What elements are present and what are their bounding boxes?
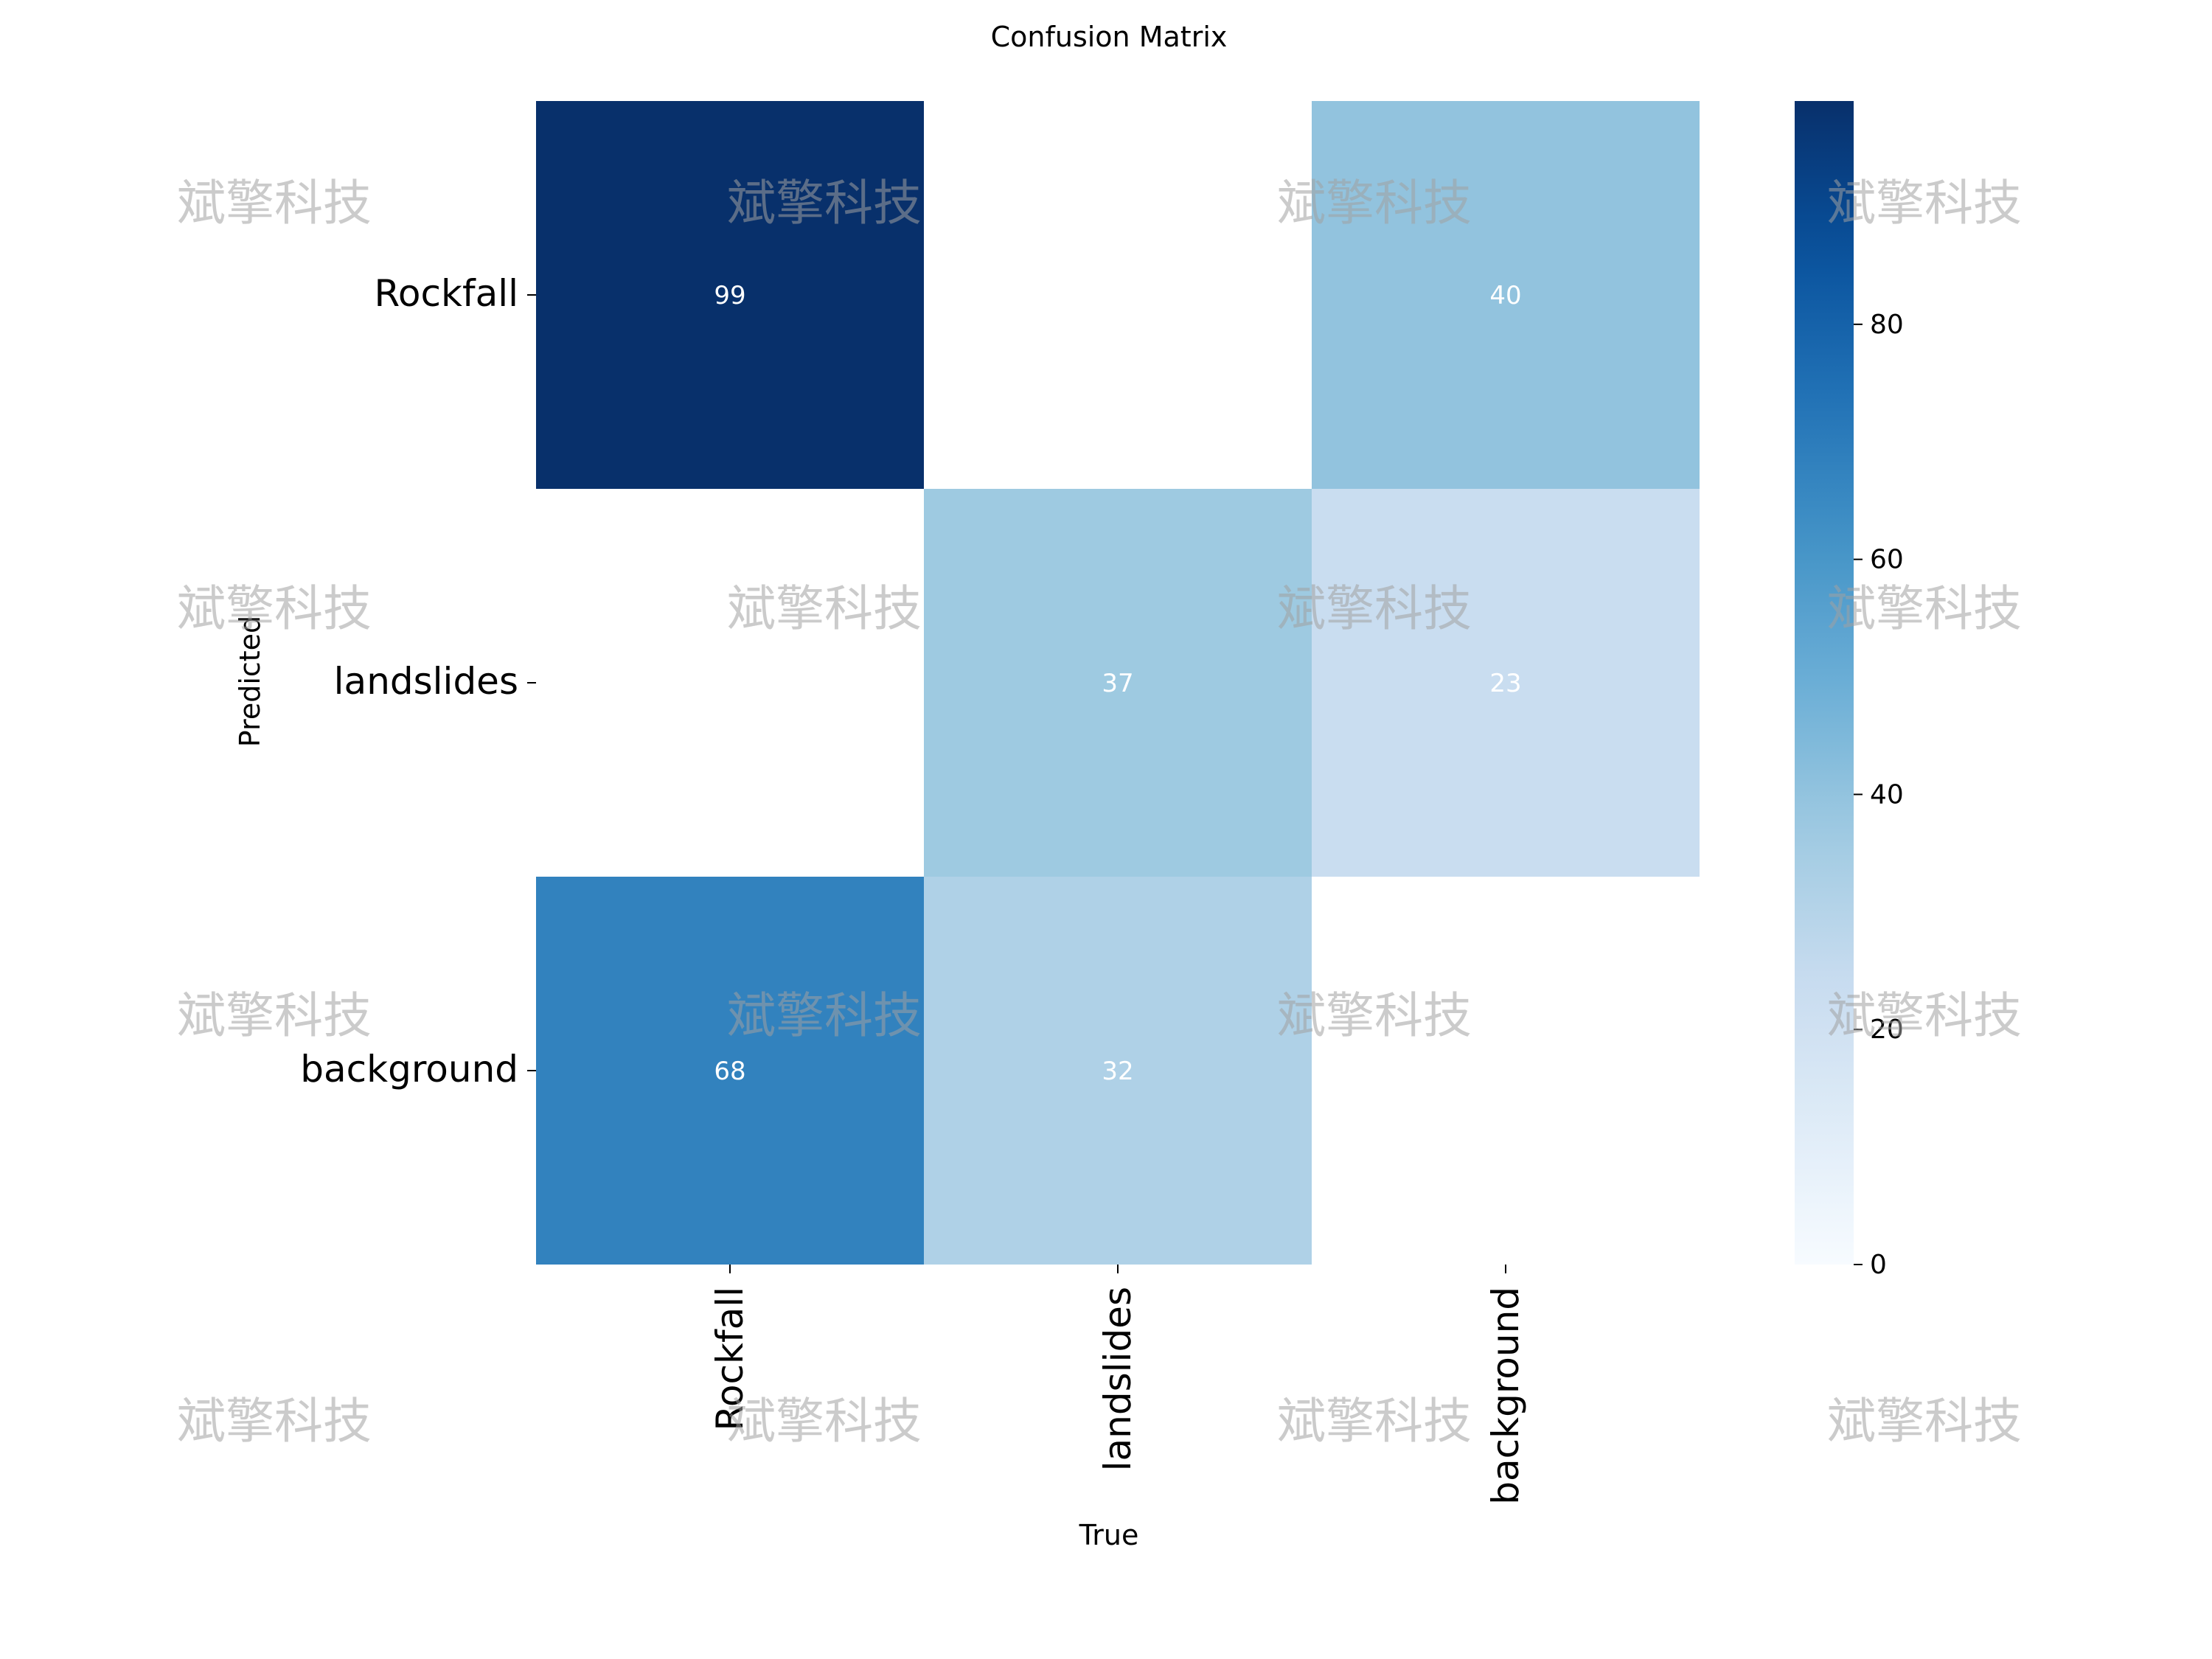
- y-tick-label: background: [300, 1048, 518, 1091]
- cell-value-label: 32: [1102, 1057, 1133, 1086]
- watermark-text: 斌擎科技: [177, 987, 372, 1044]
- heatmap-cell-labels: 99 40 37 23 68 32: [714, 281, 1521, 1086]
- watermark-text: 斌擎科技: [1827, 1393, 2022, 1450]
- x-tick-label: Rockfall: [709, 1287, 751, 1431]
- cell-value-label: 37: [1102, 669, 1133, 698]
- heatmap-cells: [536, 101, 1700, 1265]
- x-tick-label: landslides: [1096, 1287, 1139, 1471]
- heatmap-cell-rockfall-rockfall: [536, 101, 924, 489]
- colorbar-tick-label: 80: [1870, 310, 1904, 340]
- heatmap-cell-landslides-background: [1312, 489, 1700, 877]
- colorbar-tick-label: 60: [1870, 545, 1904, 575]
- watermark-text: 斌擎科技: [727, 580, 922, 637]
- heatmap-cell-landslides-landslides: [924, 489, 1312, 877]
- watermark-text: 斌擎科技: [727, 1393, 922, 1450]
- cell-value-label: 68: [714, 1057, 745, 1086]
- heatmap-cell-background-landslides: [924, 877, 1312, 1265]
- heatmap-cell-background-rockfall: [536, 877, 924, 1265]
- x-axis-ticks: Rockfall landslides background: [709, 1265, 1527, 1505]
- heatmap-cell-rockfall-background: [1312, 101, 1700, 489]
- watermark-text: 斌擎科技: [177, 175, 372, 232]
- y-axis-label: Predicted: [234, 616, 266, 747]
- watermark-text: 斌擎科技: [1277, 580, 1472, 637]
- watermark-text: 斌擎科技: [1827, 175, 2022, 232]
- watermark-text: 斌擎科技: [727, 175, 922, 232]
- x-tick-label: background: [1484, 1287, 1527, 1505]
- watermark-text: 斌擎科技: [177, 1393, 372, 1450]
- watermark-text: 斌擎科技: [1277, 987, 1472, 1044]
- watermark-text: 斌擎科技: [727, 987, 922, 1044]
- y-tick-label: Rockfall: [374, 272, 518, 315]
- watermark-text: 斌擎科技: [1827, 987, 2022, 1044]
- colorbar-tick-label: 0: [1870, 1250, 1887, 1280]
- cell-value-label: 99: [714, 281, 745, 310]
- colorbar-tick-label: 20: [1870, 1015, 1904, 1045]
- colorbar: 0 20 40 60 80: [1795, 101, 1904, 1280]
- watermark-text: 斌擎科技: [177, 580, 372, 637]
- watermark-text: 斌擎科技: [1827, 580, 2022, 637]
- y-axis-ticks: Rockfall landslides background: [300, 272, 536, 1091]
- watermark-text: 斌擎科技: [1277, 175, 1472, 232]
- cell-value-label: 23: [1489, 669, 1521, 698]
- x-axis-label: True: [1079, 1519, 1139, 1551]
- watermark-text: 斌擎科技: [1277, 1393, 1472, 1450]
- colorbar-tick-label: 40: [1870, 779, 1904, 810]
- y-tick-label: landslides: [334, 660, 518, 703]
- chart-title: Confusion Matrix: [991, 21, 1228, 53]
- colorbar-gradient: [1795, 101, 1854, 1265]
- cell-value-label: 40: [1489, 281, 1521, 310]
